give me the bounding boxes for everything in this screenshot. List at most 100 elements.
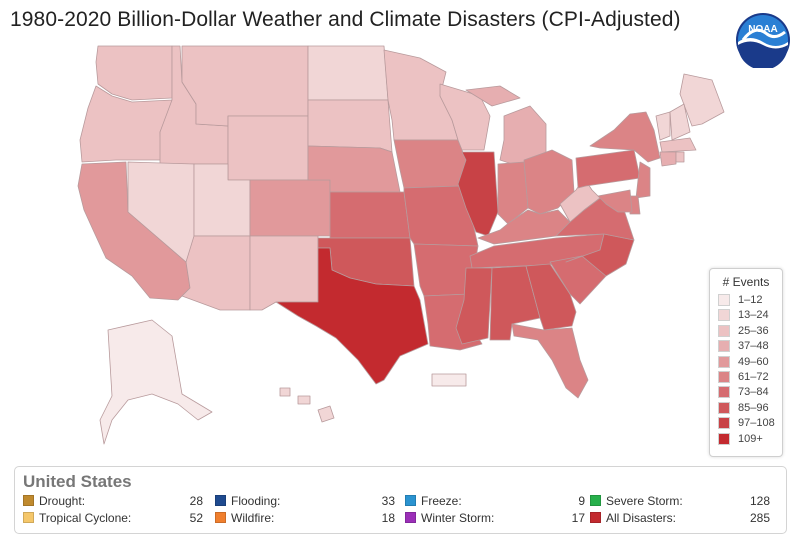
state-NY[interactable] bbox=[589, 111, 661, 163]
stat-swatch bbox=[590, 512, 601, 523]
state-NJ[interactable] bbox=[635, 161, 651, 199]
legend-row: 49–60 bbox=[718, 355, 769, 369]
stat-item: All Disasters: 285 bbox=[590, 511, 770, 525]
legend-label: 13–24 bbox=[738, 309, 769, 322]
legend-label: 49–60 bbox=[738, 355, 769, 368]
legend-swatch bbox=[718, 294, 730, 306]
legend-row: 13–24 bbox=[718, 308, 769, 322]
legend-swatch bbox=[718, 371, 730, 383]
state-IN[interactable] bbox=[497, 161, 529, 225]
noaa-logo-icon: NOAA bbox=[736, 13, 790, 68]
legend-label: 73–84 bbox=[738, 386, 769, 399]
stat-item: Flooding: 33 bbox=[215, 494, 395, 508]
state-WY[interactable] bbox=[227, 115, 309, 181]
stat-item: Tropical Cyclone: 52 bbox=[23, 511, 203, 525]
stat-label: Freeze: bbox=[421, 494, 462, 508]
legend-swatch bbox=[718, 401, 730, 414]
legend-label: 1–12 bbox=[738, 294, 763, 306]
state-CO[interactable] bbox=[249, 179, 331, 237]
stat-swatch bbox=[405, 512, 416, 523]
state-ND[interactable] bbox=[307, 45, 389, 101]
state-RI[interactable] bbox=[675, 151, 685, 163]
legend-row: 37–48 bbox=[718, 339, 769, 353]
state-HI[interactable] bbox=[279, 387, 335, 423]
legend-row: 61–72 bbox=[718, 370, 769, 384]
summary-panel: United States Drought: 28 Flooding: 33 Freez… bbox=[14, 466, 787, 534]
legend-label: 25–36 bbox=[738, 324, 769, 337]
legend-swatch bbox=[718, 309, 730, 322]
state-MT[interactable] bbox=[181, 45, 309, 127]
state-VT[interactable] bbox=[655, 111, 671, 141]
state-NC[interactable] bbox=[565, 233, 635, 277]
summary-region: United States bbox=[23, 472, 132, 491]
stat-value: 285 bbox=[749, 511, 770, 525]
state-SD[interactable] bbox=[307, 99, 393, 153]
legend-row: 73–84 bbox=[718, 385, 769, 399]
stat-swatch bbox=[215, 495, 226, 506]
legend-swatch bbox=[718, 340, 730, 353]
us-map bbox=[77, 45, 725, 445]
legend-label: 109+ bbox=[738, 432, 763, 445]
stat-label: Flooding: bbox=[231, 494, 281, 508]
state-IA[interactable] bbox=[393, 139, 467, 189]
stat-value: 128 bbox=[749, 494, 770, 508]
legend-swatch bbox=[718, 386, 730, 399]
state-WA[interactable] bbox=[95, 45, 173, 101]
state-WI[interactable] bbox=[439, 83, 491, 151]
state-KY[interactable] bbox=[477, 209, 571, 245]
stat-value: 28 bbox=[189, 494, 203, 508]
state-TX[interactable] bbox=[275, 247, 429, 385]
stat-swatch bbox=[215, 512, 226, 523]
stat-label: All Disasters: bbox=[606, 511, 677, 525]
stat-swatch bbox=[23, 512, 34, 523]
stat-value: 17 bbox=[571, 511, 585, 525]
stat-label: Drought: bbox=[39, 494, 86, 508]
stat-swatch bbox=[23, 495, 34, 506]
state-IL[interactable] bbox=[457, 151, 499, 237]
legend-title: # Events bbox=[722, 275, 770, 289]
state-FL[interactable] bbox=[511, 323, 589, 399]
legend-row: 97–108 bbox=[718, 416, 775, 430]
stat-swatch bbox=[590, 495, 601, 506]
legend-label: 97–108 bbox=[738, 417, 775, 430]
state-WV[interactable] bbox=[559, 177, 601, 223]
stat-label: Wildfire: bbox=[231, 511, 275, 525]
stat-item: Wildfire: 18 bbox=[215, 511, 395, 525]
legend-label: 37–48 bbox=[738, 340, 769, 353]
legend-swatch bbox=[718, 324, 730, 337]
legend-row: 1–12 bbox=[718, 293, 762, 307]
stat-label: Severe Storm: bbox=[606, 494, 683, 508]
stat-label: Tropical Cyclone: bbox=[39, 511, 132, 525]
legend-row: 85–96 bbox=[718, 401, 769, 415]
state-MD[interactable] bbox=[597, 189, 633, 213]
state-PA[interactable] bbox=[575, 149, 641, 189]
legend-label: 85–96 bbox=[738, 401, 769, 414]
legend-row: 25–36 bbox=[718, 324, 769, 338]
events-legend: # Events 1–12 13–24 25–36 37–48 49–60 61–72 73… bbox=[709, 268, 783, 457]
stat-item: Severe Storm: 128 bbox=[590, 494, 770, 508]
legend-swatch bbox=[718, 417, 730, 430]
stat-item: Drought: 28 bbox=[23, 494, 203, 508]
state-NM[interactable] bbox=[249, 235, 319, 311]
legend-swatch bbox=[718, 355, 730, 368]
stat-value: 18 bbox=[381, 511, 395, 525]
state-ME[interactable] bbox=[679, 73, 725, 127]
state-CT[interactable] bbox=[659, 151, 677, 167]
state-AK[interactable] bbox=[99, 319, 213, 445]
state-GA[interactable] bbox=[525, 263, 577, 331]
stat-swatch bbox=[405, 495, 416, 506]
state-KS[interactable] bbox=[329, 191, 411, 239]
state-PR[interactable] bbox=[431, 373, 467, 387]
stat-value: 52 bbox=[189, 511, 203, 525]
state-MA[interactable] bbox=[659, 137, 697, 153]
stat-value: 33 bbox=[381, 494, 395, 508]
legend-row: 109+ bbox=[718, 432, 763, 446]
legend-label: 61–72 bbox=[738, 371, 769, 383]
state-AZ[interactable] bbox=[181, 235, 251, 311]
state-NH[interactable] bbox=[669, 103, 691, 141]
state-SC[interactable] bbox=[549, 255, 607, 305]
noaa-logo-text: NOAA bbox=[748, 24, 777, 35]
stat-value: 9 bbox=[578, 494, 585, 508]
stat-item: Freeze: 9 bbox=[405, 494, 585, 508]
